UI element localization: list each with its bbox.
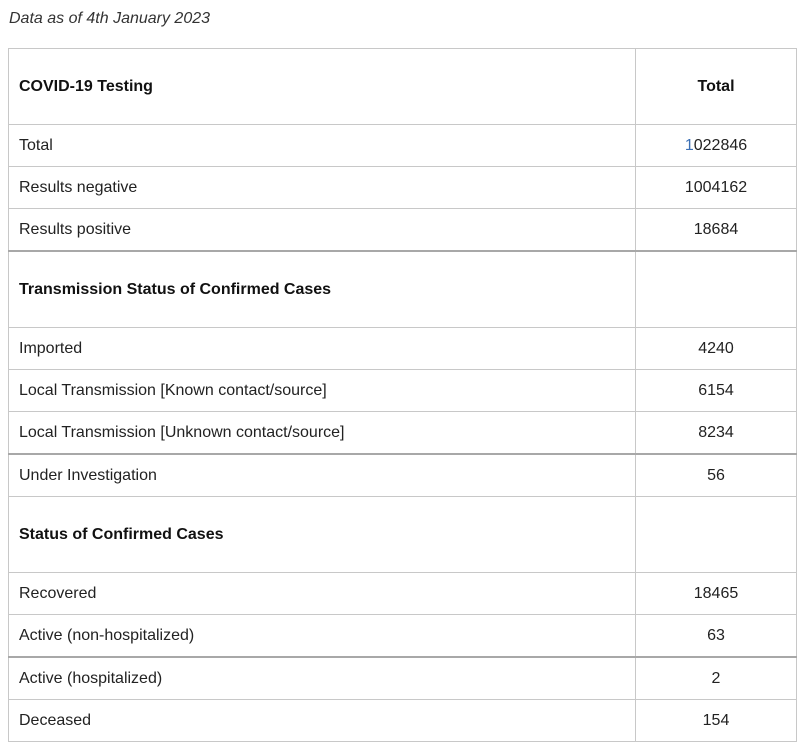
section-heading-empty-cell — [635, 496, 797, 573]
table-row: Active (non-hospitalized) 63 — [8, 614, 797, 658]
row-value-total: 1022846 — [635, 124, 797, 167]
section-heading-empty-cell — [635, 250, 797, 328]
table-row: Local Transmission [Unknown contact/sour… — [8, 411, 797, 455]
row-value-active-hospitalized: 2 — [635, 656, 797, 700]
status-section-heading: Status of Confirmed Cases — [8, 496, 636, 573]
total-value-rest: 022846 — [693, 136, 748, 154]
row-value-recovered: 18465 — [635, 572, 797, 615]
row-label-local-known: Local Transmission [Known contact/source… — [8, 369, 636, 412]
table-row: Results positive 18684 — [8, 208, 797, 252]
total-value-first-digit: 1 — [684, 136, 694, 154]
row-value-imported: 4240 — [635, 327, 797, 370]
covid-stats-table: COVID-19 Testing Total Total 1022846 Res… — [8, 48, 797, 742]
table-row: Under Investigation 56 — [8, 453, 797, 497]
row-value-results-positive: 18684 — [635, 208, 797, 252]
total-column-header: Total — [635, 48, 797, 125]
row-label-total: Total — [8, 124, 636, 167]
row-label-under-investigation: Under Investigation — [8, 453, 636, 497]
row-label-local-unknown: Local Transmission [Unknown contact/sour… — [8, 411, 636, 455]
section-heading-row: Status of Confirmed Cases — [8, 496, 797, 573]
row-value-results-negative: 1004162 — [635, 166, 797, 209]
transmission-section-heading: Transmission Status of Confirmed Cases — [8, 250, 636, 328]
row-label-results-positive: Results positive — [8, 208, 636, 252]
table-header-row: COVID-19 Testing Total — [8, 48, 797, 125]
row-label-active-non-hospitalized: Active (non-hospitalized) — [8, 614, 636, 658]
row-value-local-known: 6154 — [635, 369, 797, 412]
row-value-active-non-hospitalized: 63 — [635, 614, 797, 658]
row-value-deceased: 154 — [635, 699, 797, 742]
row-label-active-hospitalized: Active (hospitalized) — [8, 656, 636, 700]
section-heading-row: Transmission Status of Confirmed Cases — [8, 250, 797, 328]
table-row: Active (hospitalized) 2 — [8, 656, 797, 700]
row-label-results-negative: Results negative — [8, 166, 636, 209]
table-row: Deceased 154 — [8, 699, 797, 742]
row-label-imported: Imported — [8, 327, 636, 370]
row-value-under-investigation: 56 — [635, 453, 797, 497]
data-as-of-note: Data as of 4th January 2023 — [9, 10, 211, 27]
testing-header-label: COVID-19 Testing — [8, 48, 636, 125]
row-label-deceased: Deceased — [8, 699, 636, 742]
row-label-recovered: Recovered — [8, 572, 636, 615]
table-row: Results negative 1004162 — [8, 166, 797, 209]
table-row: Local Transmission [Known contact/source… — [8, 369, 797, 412]
table-row: Imported 4240 — [8, 327, 797, 370]
table-row: Total 1022846 — [8, 124, 797, 167]
row-value-local-unknown: 8234 — [635, 411, 797, 455]
table-row: Recovered 18465 — [8, 572, 797, 615]
